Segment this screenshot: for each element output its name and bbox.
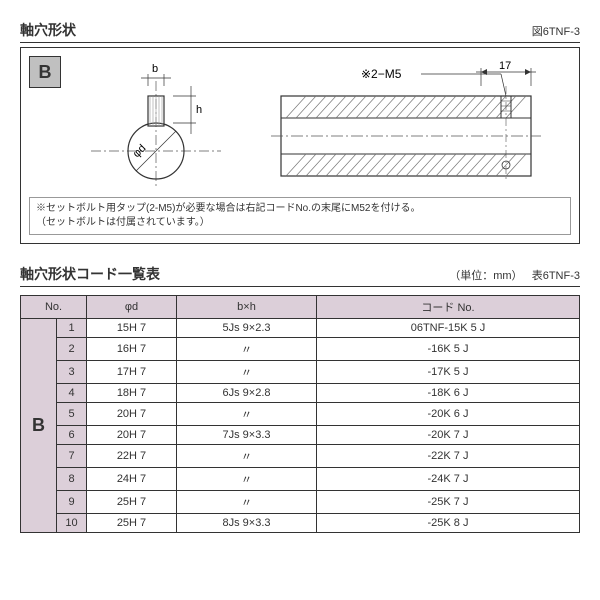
- cell-phid: 18H 7: [87, 384, 177, 403]
- note-line-2: （セットボルトは付属されています。）: [36, 216, 564, 230]
- table-row: B115H 75Js 9×2.306TNF-15K 5 J: [21, 319, 580, 338]
- cell-bxh: 〃: [177, 468, 317, 491]
- cell-code: -18K 6 J: [317, 384, 580, 403]
- table-head-row: No. φd b×h コード No.: [21, 296, 580, 319]
- cell-code: 06TNF-15K 5 J: [317, 319, 580, 338]
- cell-no: 1: [57, 319, 87, 338]
- diagram-section: 軸穴形状 図6TNF-3 B: [20, 20, 580, 244]
- cell-bxh: 6Js 9×2.8: [177, 384, 317, 403]
- table-row: 1025H 78Js 9×3.3-25K 8 J: [21, 514, 580, 533]
- cell-code: -25K 7 J: [317, 491, 580, 514]
- cell-code: -16K 5 J: [317, 338, 580, 361]
- cell-code: -25K 8 J: [317, 514, 580, 533]
- cell-code: -24K 7 J: [317, 468, 580, 491]
- cell-phid: 15H 7: [87, 319, 177, 338]
- diagram-header: 軸穴形状 図6TNF-3: [20, 20, 580, 43]
- cell-no: 3: [57, 361, 87, 384]
- cell-phid: 17H 7: [87, 361, 177, 384]
- col-phid: φd: [87, 296, 177, 319]
- label-phid: φd: [131, 142, 149, 160]
- cell-phid: 25H 7: [87, 514, 177, 533]
- cell-code: -17K 5 J: [317, 361, 580, 384]
- cell-bxh: 〃: [177, 403, 317, 426]
- cell-code: -22K 7 J: [317, 445, 580, 468]
- label-2m5: ※2−M5: [361, 67, 402, 81]
- col-bxh: b×h: [177, 296, 317, 319]
- cell-bxh: 〃: [177, 361, 317, 384]
- diagram-figure-label: 図6TNF-3: [532, 23, 580, 39]
- table-meta: （単位：mm） 表6TNF-3: [449, 267, 580, 283]
- note-line-1: ※セットボルト用タップ(2-M5)が必要な場合は右記コードNo.の末尾にM52を…: [36, 202, 564, 216]
- cell-bxh: 〃: [177, 445, 317, 468]
- label-b: b: [152, 63, 158, 75]
- cell-bxh: 7Js 9×3.3: [177, 426, 317, 445]
- cell-no: 2: [57, 338, 87, 361]
- cell-phid: 25H 7: [87, 491, 177, 514]
- table-label: 表6TNF-3: [532, 270, 580, 282]
- cell-no: 6: [57, 426, 87, 445]
- cell-code: -20K 7 J: [317, 426, 580, 445]
- cell-no: 7: [57, 445, 87, 468]
- cell-no: 8: [57, 468, 87, 491]
- cell-no: 10: [57, 514, 87, 533]
- cell-no: 4: [57, 384, 87, 403]
- col-no: No.: [21, 296, 87, 319]
- table-row: 216H 7〃-16K 5 J: [21, 338, 580, 361]
- label-h: h: [196, 104, 202, 116]
- code-table: No. φd b×h コード No. B115H 75Js 9×2.306TNF…: [20, 295, 580, 533]
- table-row: 824H 7〃-24K 7 J: [21, 468, 580, 491]
- cell-phid: 22H 7: [87, 445, 177, 468]
- cell-bxh: 8Js 9×3.3: [177, 514, 317, 533]
- cell-code: -20K 6 J: [317, 403, 580, 426]
- cell-bxh: 5Js 9×2.3: [177, 319, 317, 338]
- table-row: 722H 7〃-22K 7 J: [21, 445, 580, 468]
- cell-no: 5: [57, 403, 87, 426]
- category-cell: B: [21, 319, 57, 533]
- table-row: 418H 76Js 9×2.8-18K 6 J: [21, 384, 580, 403]
- diagram-content: B: [29, 56, 571, 189]
- diagram-box: B: [20, 47, 580, 244]
- label-17: 17: [499, 60, 511, 72]
- table-row: 520H 7〃-20K 6 J: [21, 403, 580, 426]
- table-row: 925H 7〃-25K 7 J: [21, 491, 580, 514]
- cell-bxh: 〃: [177, 338, 317, 361]
- table-row: 620H 77Js 9×3.3-20K 7 J: [21, 426, 580, 445]
- table-header: 軸穴形状コード一覧表 （単位：mm） 表6TNF-3: [20, 264, 580, 287]
- table-section: 軸穴形状コード一覧表 （単位：mm） 表6TNF-3 No. φd b×h コー…: [20, 264, 580, 533]
- diagram-svg: b h φd: [71, 56, 571, 189]
- table-title: 軸穴形状コード一覧表: [20, 264, 160, 284]
- cell-phid: 16H 7: [87, 338, 177, 361]
- table-row: 317H 7〃-17K 5 J: [21, 361, 580, 384]
- col-code: コード No.: [317, 296, 580, 319]
- cell-phid: 24H 7: [87, 468, 177, 491]
- diagram-title: 軸穴形状: [20, 20, 76, 40]
- cell-bxh: 〃: [177, 491, 317, 514]
- cell-no: 9: [57, 491, 87, 514]
- table-body: B115H 75Js 9×2.306TNF-15K 5 J216H 7〃-16K…: [21, 319, 580, 533]
- cell-phid: 20H 7: [87, 426, 177, 445]
- category-badge: B: [29, 56, 61, 88]
- cell-phid: 20H 7: [87, 403, 177, 426]
- unit-label: （単位：mm）: [449, 270, 522, 282]
- diagram-note: ※セットボルト用タップ(2-M5)が必要な場合は右記コードNo.の末尾にM52を…: [29, 197, 571, 235]
